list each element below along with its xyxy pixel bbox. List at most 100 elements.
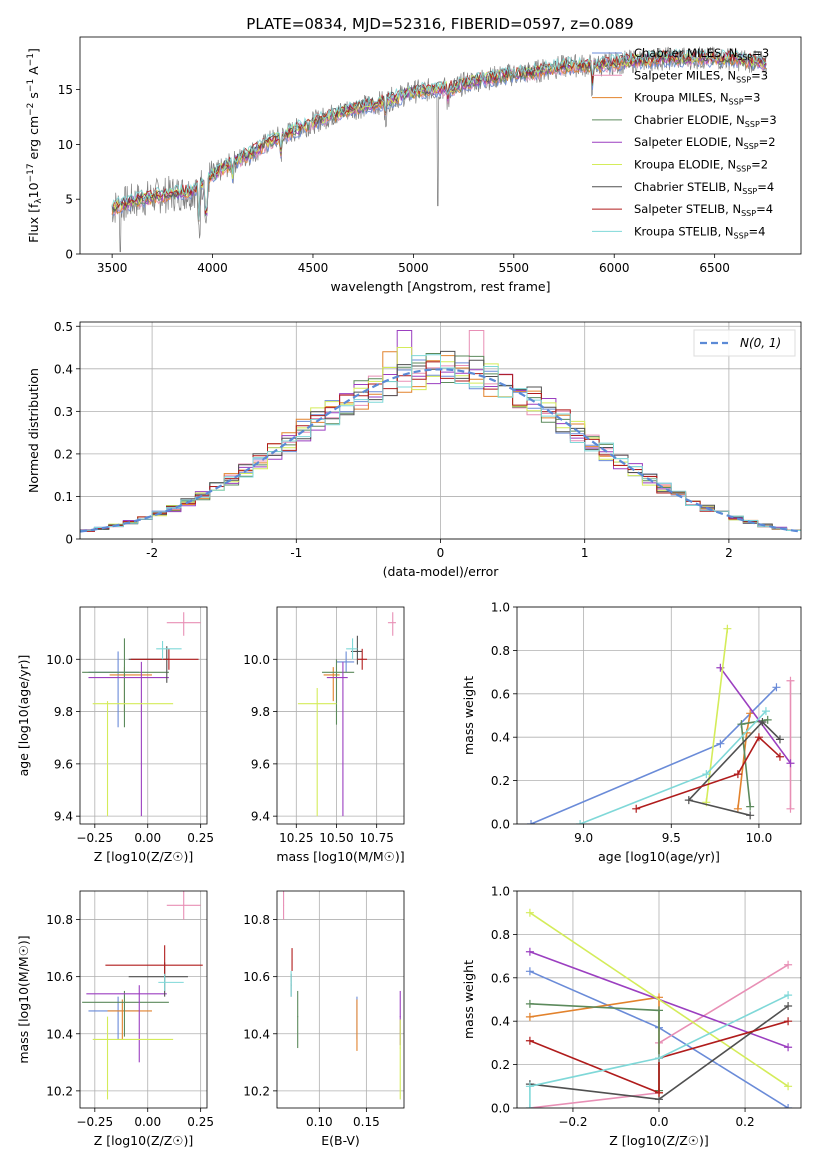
x-tick-label: 3500	[97, 261, 128, 275]
y-axis-label: age [log10(age/yr)]	[16, 655, 31, 777]
y-tick-label: 10.0	[46, 653, 73, 667]
weight-marker-chabrier-miles	[525, 967, 534, 976]
legend-label-tail: =3	[751, 68, 768, 82]
legend-label-text: Salpeter ELODIE, N	[634, 135, 744, 149]
x-tick-label: 9.0	[574, 831, 593, 845]
y-tick-label: 0.6	[491, 971, 510, 985]
axes-mass_weight_vs_Z: −0.2 0.0 0.2 0.0 0.2 0.4 0.6 0.8 1.0 Z [log10(Z/Z…	[461, 885, 802, 1148]
weight-marker-kroupa-stelib	[525, 1082, 534, 1091]
y-tick-label: 15	[58, 83, 73, 97]
y-tick-label: 0	[65, 533, 73, 547]
y-tick-label: 0.1	[54, 490, 73, 504]
x-tick-label: 4500	[298, 261, 329, 275]
weight-line-salpeter-stelib	[529, 1020, 789, 1094]
weight-marker-kroupa-miles	[746, 709, 755, 718]
weight-marker-kroupa-elodie	[723, 624, 732, 633]
y-axis-label-part: ]	[26, 48, 41, 53]
legend-label: Salpeter MILES, NSSP=3	[634, 68, 768, 84]
x-tick-label: 0.0	[649, 1115, 668, 1129]
legend-label-text: Kroupa MILES, N	[634, 91, 729, 105]
x-tick-label: 10.50	[319, 831, 353, 845]
x-tick-label: 2	[725, 546, 733, 560]
y-tick-label: 10.6	[46, 970, 73, 984]
x-axis-label: age [log10(age/yr)]	[598, 849, 720, 864]
y-tick-label: 10.8	[46, 913, 73, 927]
legend-label: Kroupa MILES, NSSP=3	[634, 91, 760, 107]
y-axis-label-part: λ	[34, 198, 44, 204]
y-tick-label: 0.4	[54, 362, 73, 376]
legend-label-tail: =2	[759, 135, 776, 149]
x-tick-label: −0.2	[558, 1115, 587, 1129]
x-axis-label: Z [log10(Z/Z☉)]	[609, 1133, 709, 1148]
weight-marker-salpeter-stelib	[754, 733, 763, 742]
weight-marker-chabrier-stelib	[758, 718, 767, 727]
y-tick-label: 0.5	[54, 320, 73, 334]
y-axis-label-part: A	[26, 66, 41, 79]
y-axis-label: Normed distribution	[26, 368, 41, 493]
y-tick-label: 0.6	[491, 687, 510, 701]
legend-label: Kroupa STELIB, NSSP=4	[634, 224, 765, 240]
axes-residuals: -2 -1 0 1 2 0 0.1 0.2 0.3 0.4 0.5 (data-model)/erro…	[26, 320, 802, 579]
x-tick-label: 1	[581, 546, 589, 560]
axes-frame	[276, 890, 405, 1109]
x-axis-label: Z [log10(Z/Z☉)]	[94, 849, 194, 864]
weight-marker-salpeter-elodie	[525, 947, 534, 956]
x-tick-label: 9.5	[662, 831, 681, 845]
weight-marker-kroupa-stelib	[784, 991, 793, 1000]
x-tick-label: 4000	[197, 261, 228, 275]
x-tick-label: 0.2	[736, 1115, 755, 1129]
legend-label: Salpeter ELODIE, NSSP=2	[634, 135, 776, 151]
y-tick-label: 9.6	[251, 757, 270, 771]
x-tick-label: 0.00	[134, 1115, 161, 1129]
y-axis-label-part: Flux [f	[26, 203, 41, 243]
x-tick-label: 5000	[398, 261, 429, 275]
legend-label-sub: SSP	[741, 209, 756, 218]
x-tick-label: 0.10	[306, 1115, 333, 1129]
legend-label-text: Kroupa STELIB, N	[634, 224, 734, 238]
gaussian-reference-line	[80, 368, 801, 533]
y-tick-label: 0.2	[491, 1058, 510, 1072]
x-tick-label: 10.75	[359, 831, 393, 845]
axes-frame	[79, 321, 802, 540]
y-axis-label-part: −1	[26, 79, 36, 92]
weight-marker-chabrier-miles	[716, 739, 725, 748]
legend-label-sub: SSP	[737, 53, 752, 62]
y-tick-label: 10.8	[243, 913, 270, 927]
y-tick-label: 1.0	[491, 885, 510, 899]
legend-label: N(0, 1)	[740, 336, 781, 350]
plot-area	[82, 891, 203, 1100]
weight-marker-salpeter-elodie	[786, 759, 795, 768]
weight-marker-kroupa-miles	[742, 728, 751, 737]
y-tick-label: 0.4	[491, 731, 510, 745]
y-tick-label: 9.8	[251, 705, 270, 719]
legend-label-sub: SSP	[729, 98, 744, 107]
x-tick-label: 0	[437, 546, 445, 560]
weight-marker-chabrier-miles	[772, 683, 781, 692]
y-tick-label: 0.4	[491, 1015, 510, 1029]
x-tick-label: 0.00	[134, 831, 161, 845]
x-tick-label: 6500	[699, 261, 730, 275]
y-tick-label: 10.4	[243, 1027, 270, 1041]
y-tick-label: 1.0	[491, 601, 510, 615]
y-axis-label: mass weight	[461, 676, 476, 755]
x-axis-label: wavelength [Angstrom, rest frame]	[330, 279, 550, 294]
weight-line-chabrier-stelib	[687, 720, 781, 817]
x-tick-label: 6000	[599, 261, 630, 275]
y-tick-label: 0	[65, 248, 73, 262]
axes-age_vs_mass: 10.25 10.50 10.75 9.4 9.6 9.8 10.0 mass [log10(…	[243, 606, 405, 864]
legend-label: Chabrier MILES, NSSP=3	[634, 46, 769, 62]
legend-label-text: Chabrier ELODIE, N	[634, 113, 745, 127]
plot-area	[527, 624, 795, 824]
weight-marker-salpeter-stelib	[655, 1088, 663, 1097]
axes-age_vs_Z: −0.25 0.00 0.25 9.4 9.6 9.8 10.0 Z [log10(Z/Z☉)…	[16, 606, 214, 864]
legend-box	[693, 329, 796, 357]
y-tick-label: 0.3	[54, 405, 73, 419]
weight-marker-chabrier-elodie	[737, 720, 746, 729]
axes-frame	[516, 606, 802, 825]
model-spectrum-chabrier-stelib	[111, 50, 767, 221]
weight-line-salpeter-elodie	[719, 667, 792, 764]
y-tick-label: 10.2	[243, 1084, 270, 1098]
weight-marker-salpeter-stelib	[733, 770, 742, 779]
weight-marker-salpeter-elodie	[784, 1043, 793, 1052]
